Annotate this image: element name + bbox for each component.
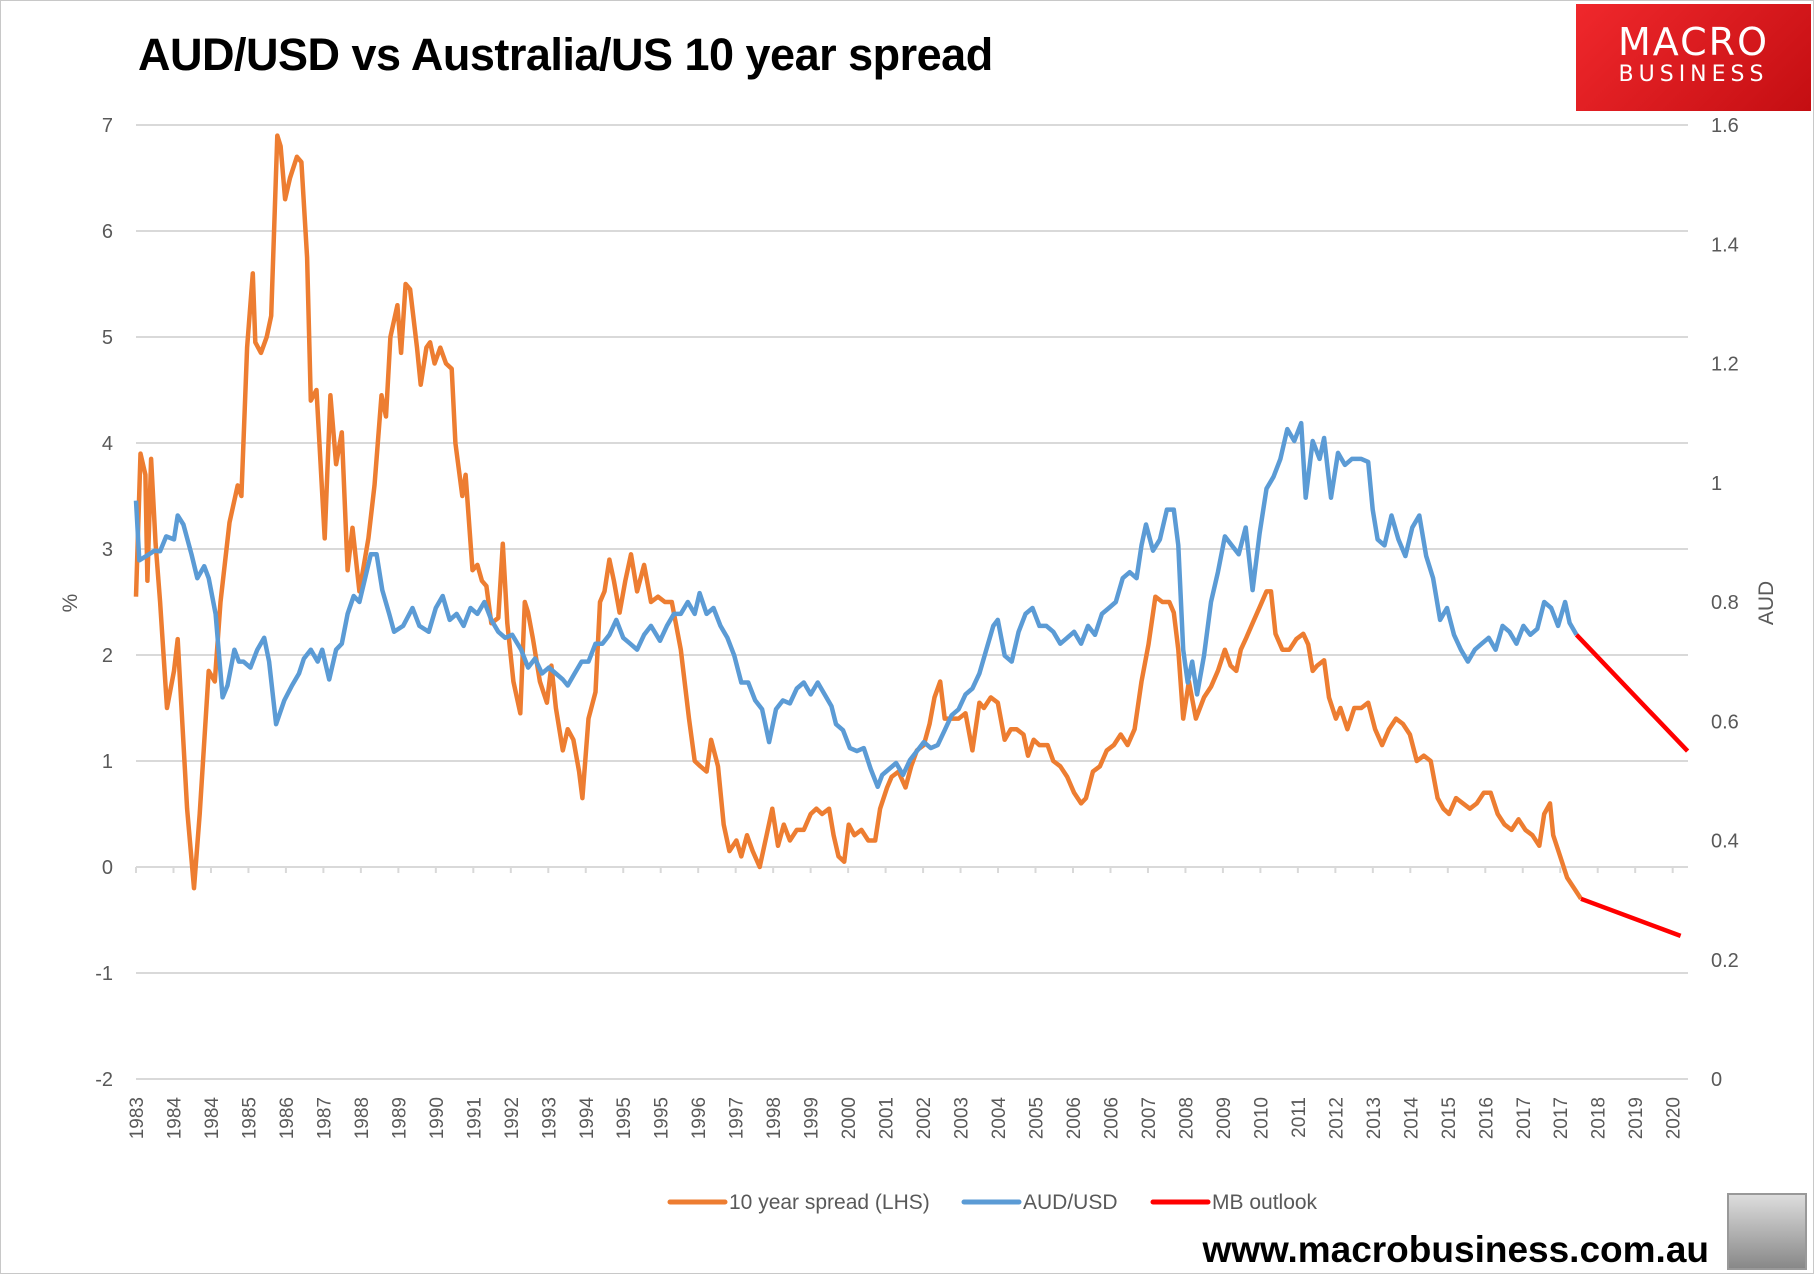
x-tick-label: 1986 [277,1097,298,1139]
x-tick-label: 1984 [202,1097,223,1140]
x-tick-label: 1994 [577,1097,598,1140]
y2-tick-label: 0.6 [1711,711,1739,733]
y-tick-label: -1 [95,963,113,985]
x-tick-label: 1990 [427,1097,448,1139]
x-tick-label: 2015 [1439,1097,1460,1139]
legend-label: 10 year spread (LHS) [729,1191,930,1214]
x-tick-label: 2020 [1664,1097,1685,1139]
y-tick-label: 2 [102,645,113,667]
x-tick-label: 1983 [127,1097,148,1139]
series-line-audusd [133,420,1579,790]
y-tick-label: 5 [102,327,113,349]
y2-tick-label: 0 [1711,1069,1722,1091]
x-tick-label: 1984 [164,1097,185,1140]
series-line-mb-outlook [1574,633,1690,753]
y-tick-label: 0 [102,857,113,879]
x-tick-label: 2006 [1064,1097,1085,1139]
y2-tick-label: 0.2 [1711,950,1739,972]
y-tick-label: 7 [102,115,113,137]
x-axis-ticks: 1983 1984 1984 1985 1986 1987 1988 1989 1990 1991… [127,867,1685,1139]
y-axis-right-label: AUD [1755,581,1778,625]
x-tick-label: 2000 [839,1097,860,1139]
y-axis-left-label: % [59,594,82,613]
x-tick-label: 2012 [1326,1097,1347,1139]
x-tick-label: 2001 [877,1097,898,1139]
logo-line1: MACRO [1618,20,1769,64]
x-tick-label: 2005 [1027,1097,1048,1139]
legend-label: MB outlook [1212,1191,1318,1214]
series-line-mb-outlook [1580,896,1682,939]
y2-tick-label: 1.4 [1711,234,1739,256]
x-tick-label: 1997 [727,1097,748,1139]
x-tick-label: 1985 [239,1097,260,1139]
x-tick-label: 2007 [1139,1097,1160,1139]
y-tick-label: -2 [95,1069,113,1091]
y2-tick-label: 0.8 [1711,592,1739,614]
series-lines [133,133,1690,939]
x-tick-label: 2004 [989,1097,1010,1140]
x-tick-label: 1993 [539,1097,560,1139]
y2-tick-label: 1.6 [1711,115,1739,137]
x-tick-label: 2011 [1289,1097,1310,1138]
y-tick-label: 1 [102,751,113,773]
x-tick-label: 2017 [1551,1097,1572,1139]
x-tick-label: 1989 [389,1097,410,1139]
x-tick-label: 1996 [689,1097,710,1139]
y2-tick-label: 1 [1711,473,1722,495]
x-tick-label: 2002 [914,1097,935,1139]
x-tick-label: 2014 [1401,1097,1422,1140]
x-tick-label: 1987 [314,1097,335,1139]
x-tick-label: 2010 [1251,1097,1272,1139]
y-axis-left-ticks: 7 6 5 4 3 2 1 0 -1 -2 [95,115,113,1091]
y-tick-label: 4 [102,433,113,455]
x-tick-label: 1999 [802,1097,823,1139]
logo-line2: BUSINESS [1618,62,1769,87]
y-tick-label: 6 [102,221,113,243]
x-tick-label: 1988 [352,1097,373,1139]
x-tick-label: 1992 [502,1097,523,1139]
x-tick-label: 2018 [1589,1097,1610,1139]
x-tick-label: 2006 [1101,1097,1122,1139]
x-tick-label: 2017 [1514,1097,1535,1139]
y-tick-label: 3 [102,539,113,561]
y2-tick-label: 0.4 [1711,831,1739,853]
website-url: www.macrobusiness.com.au [1202,1229,1709,1270]
legend-label: AUD/USD [1023,1191,1118,1214]
macrobusiness-logo: MACRO BUSINESS [1576,4,1811,111]
x-tick-label: 2016 [1476,1097,1497,1139]
chart-title: AUD/USD vs Australia/US 10 year spread [138,29,993,80]
x-tick-label: 2003 [952,1097,973,1139]
x-tick-label: 2013 [1364,1097,1385,1139]
legend: 10 year spread (LHS) AUD/USD MB outlook [667,1191,1318,1214]
x-tick-label: 2019 [1626,1097,1647,1139]
x-tick-label: 1995 [614,1097,635,1139]
wolf-logo-icon [1727,1193,1807,1270]
y-axis-right-ticks: 1.6 1.4 1.2 1 0.8 0.6 0.4 0.2 0 [1711,115,1739,1091]
x-tick-label: 1995 [652,1097,673,1139]
series-line-spread [133,133,1583,901]
x-tick-label: 2009 [1214,1097,1235,1139]
x-tick-label: 2008 [1176,1097,1197,1139]
gridlines [136,124,1688,1080]
x-tick-label: 1991 [464,1097,485,1139]
x-tick-label: 1998 [764,1097,785,1139]
y2-tick-label: 1.2 [1711,354,1739,376]
